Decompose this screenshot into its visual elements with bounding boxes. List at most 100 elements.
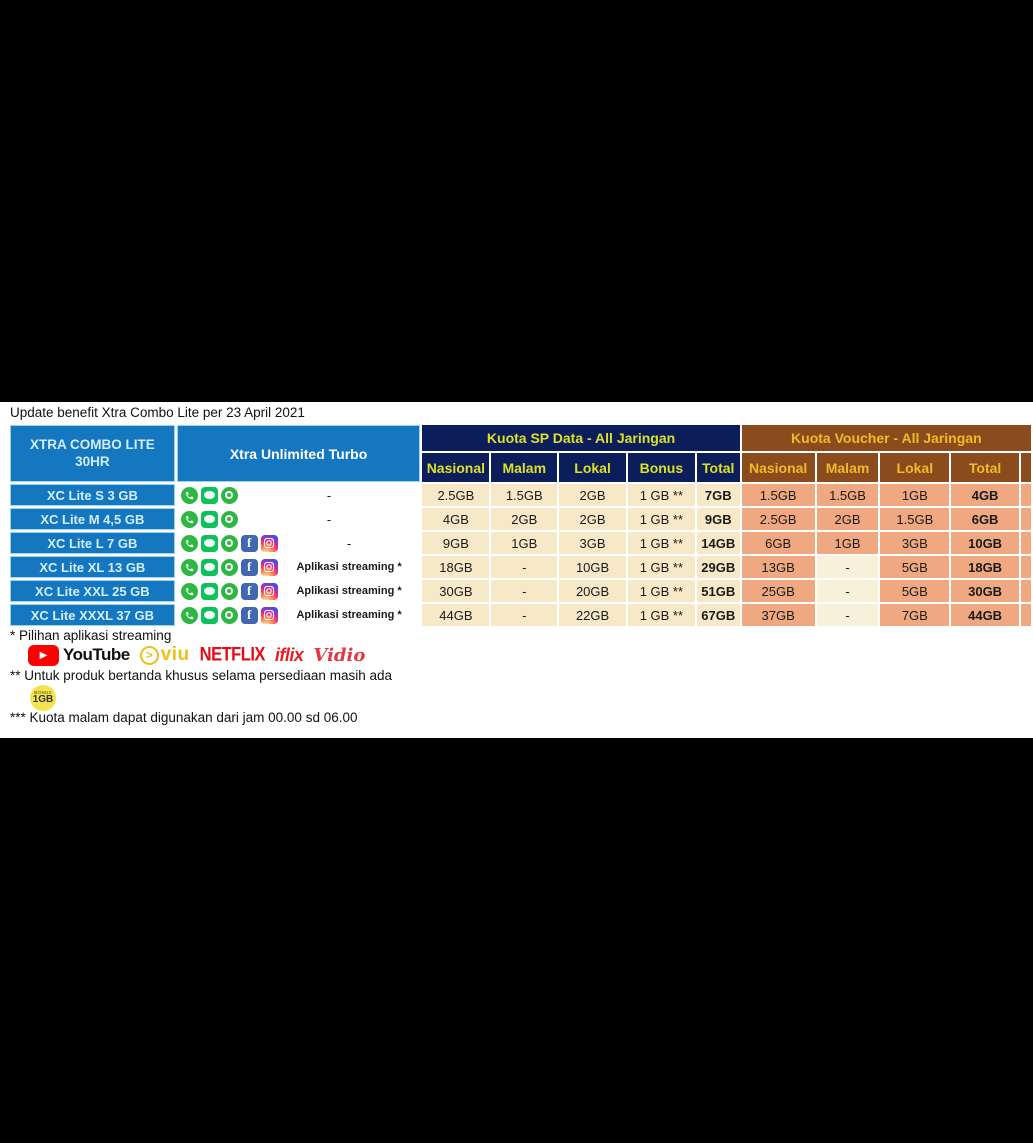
sp-value-nasional: 4GB [422, 508, 490, 530]
netflix-logo: NETFLIX [199, 644, 266, 665]
voucher-value-lokal: 1GB [880, 484, 950, 506]
bonus-1gb-badge: BONUS 1GB [30, 685, 56, 711]
whatsapp-icon [180, 558, 198, 576]
voucher-value-total: 10GB [951, 532, 1019, 554]
app-icons: f [177, 606, 278, 624]
voucher-value-total: 44GB [951, 604, 1019, 626]
green-chat-app-icon [220, 510, 238, 528]
turbo-apps-cell: - [176, 508, 421, 530]
sp-subheader-total: Total [696, 453, 740, 482]
youtube-logo: ▶ YouTube [28, 644, 130, 666]
sp-value-lokal: 22GB [559, 604, 626, 626]
plan-name: XC Lite XXL 25 GB [10, 580, 175, 602]
app-icons: f [177, 534, 278, 552]
plan-name: XC Lite L 7 GB [10, 532, 175, 554]
sp-value-lokal: 20GB [559, 580, 626, 602]
line-icon [200, 510, 218, 528]
sp-value-nasional: 18GB [422, 556, 490, 578]
voucher-value-lokal: 3GB [880, 532, 950, 554]
green-chat-app-icon [220, 486, 238, 504]
cropped-column-sliver [1020, 532, 1031, 554]
green-chat-app-icon [220, 606, 238, 624]
sp-value-bonus: 1 GB ** [627, 580, 695, 602]
sp-value-total: 51GB [696, 580, 740, 602]
plan-name: XC Lite S 3 GB [10, 484, 175, 506]
whatsapp-icon [180, 582, 198, 600]
plan-row: XC Lite XXL 25 GB f Aplikasi streaming * 30… [10, 580, 1031, 602]
sp-value-bonus: 1 GB ** [627, 508, 695, 530]
facebook-icon: f [240, 606, 258, 624]
plan-header-line1: XTRA COMBO LITE [29, 436, 155, 452]
voucher-value-lokal: 5GB [880, 580, 950, 602]
line-icon [200, 534, 218, 552]
sp-value-malam: 1GB [491, 532, 558, 554]
plan-row: XC Lite XL 13 GB f Aplikasi streaming * 18G… [10, 556, 1031, 578]
facebook-icon: f [240, 582, 258, 600]
footnote-bonus: ** Untuk produk bertanda khusus selama p… [10, 668, 392, 683]
voucher-value-malam: 1GB [816, 532, 879, 554]
whatsapp-icon [180, 606, 198, 624]
voucher-value-nasional: 13GB [741, 556, 815, 578]
whatsapp-icon [180, 486, 198, 504]
voucher-value-lokal: 5GB [880, 556, 950, 578]
turbo-note: - [346, 535, 352, 551]
sp-value-bonus: 1 GB ** [627, 484, 695, 506]
voucher-value-malam: - [816, 580, 879, 602]
voucher-subheader-malam: Malam [816, 453, 879, 482]
sp-value-bonus: 1 GB ** [627, 604, 695, 626]
sp-value-lokal: 2GB [559, 484, 626, 506]
turbo-apps-cell: f Aplikasi streaming * [176, 604, 421, 626]
cropped-column-sliver [1020, 484, 1031, 506]
cropped-column-sliver [1020, 508, 1031, 530]
cropped-column-sliver [1020, 580, 1031, 602]
sp-value-total: 67GB [696, 604, 740, 626]
green-chat-app-icon [220, 582, 238, 600]
sp-value-total: 9GB [696, 508, 740, 530]
voucher-value-malam: - [816, 556, 879, 578]
turbo-apps-cell: f- [176, 532, 421, 554]
turbo-note: - [326, 487, 332, 503]
line-icon [200, 558, 218, 576]
infographic-panel: Update benefit Xtra Combo Lite per 23 Ap… [0, 402, 1033, 738]
green-chat-app-icon [220, 558, 238, 576]
sp-value-nasional: 2.5GB [422, 484, 490, 506]
sp-subheader-malam: Malam [491, 453, 558, 482]
sp-value-lokal: 2GB [559, 508, 626, 530]
voucher-value-malam: - [816, 604, 879, 626]
voucher-subheader-nasional: Nasional [741, 453, 815, 482]
streaming-logos: ▶ YouTube > viu NETFLIX iflix Vidio [28, 643, 365, 667]
facebook-icon: f [240, 534, 258, 552]
bonus-badge-label: BONUS [34, 689, 52, 695]
sp-value-bonus: 1 GB ** [627, 556, 695, 578]
turbo-note: Aplikasi streaming * [296, 585, 402, 597]
sp-value-nasional: 44GB [422, 604, 490, 626]
turbo-apps-cell: - [176, 484, 421, 506]
voucher-value-nasional: 37GB [741, 604, 815, 626]
instagram-icon [260, 606, 278, 624]
plan-column-header: XTRA COMBO LITE 30HR [10, 425, 175, 482]
plan-row: XC Lite L 7 GB f -9GB 1GB 3GB 1 GB ** 14GB 6GB 1… [10, 532, 1031, 554]
sp-subheader-bonus: Bonus [627, 453, 695, 482]
sp-value-malam: 1.5GB [491, 484, 558, 506]
cropped-column-sliver [1020, 453, 1031, 482]
facebook-icon: f [240, 558, 258, 576]
line-icon [200, 582, 218, 600]
instagram-icon [260, 582, 278, 600]
voucher-value-malam: 2GB [816, 508, 879, 530]
voucher-subheader-total: Total [951, 453, 1019, 482]
voucher-value-total: 30GB [951, 580, 1019, 602]
bonus-badge-value: 1GB [32, 694, 54, 706]
whatsapp-icon [180, 510, 198, 528]
plan-header-line2: 30HR [75, 453, 110, 469]
cropped-column-sliver [1020, 556, 1031, 578]
sp-subheader-lokal: Lokal [559, 453, 626, 482]
sp-value-bonus: 1 GB ** [627, 532, 695, 554]
turbo-apps-cell: f Aplikasi streaming * [176, 556, 421, 578]
line-icon [200, 486, 218, 504]
plan-name: XC Lite XL 13 GB [10, 556, 175, 578]
footnote-night-quota: *** Kuota malam dapat digunakan dari jam… [10, 710, 358, 725]
voucher-value-nasional: 1.5GB [741, 484, 815, 506]
voucher-value-nasional: 2.5GB [741, 508, 815, 530]
youtube-play-icon: ▶ [28, 644, 59, 666]
sp-value-total: 29GB [696, 556, 740, 578]
